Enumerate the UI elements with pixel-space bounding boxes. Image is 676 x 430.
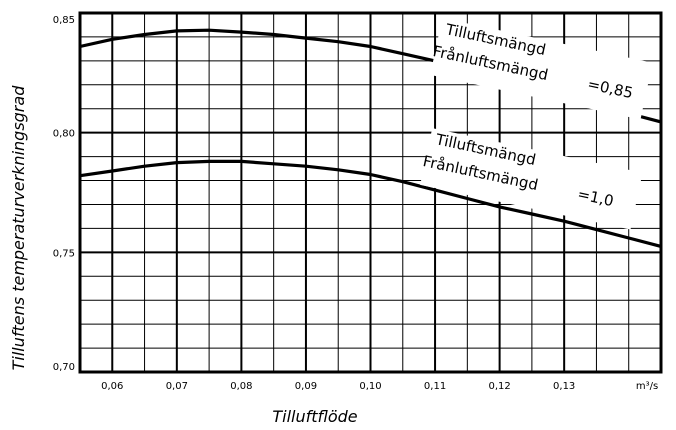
y-axis-title: Tilluftens temperaturverkningsgrad <box>9 85 28 371</box>
x-tick-labels: 0,06 0,07 0,08 0,09 0,10 0,11 0,12 0,13 <box>101 381 575 392</box>
x-tick-label: 0,06 <box>101 381 123 392</box>
x-axis-title: Tilluftflöde <box>272 407 357 426</box>
y-tick-labels: 0,70 0,75 0,80 0,85 <box>53 15 75 373</box>
x-tick-label: 0,07 <box>166 381 188 392</box>
x-tick-label: 0,11 <box>424 381 446 392</box>
x-tick-label: 0,09 <box>295 381 317 392</box>
x-tick-label: 0,08 <box>230 381 252 392</box>
y-tick-label: 0,70 <box>53 362 75 373</box>
x-tick-label: 0,10 <box>359 381 381 392</box>
x-tick-label: 0,12 <box>488 381 510 392</box>
x-unit-label: m³/s <box>636 381 658 392</box>
y-tick-label: 0,80 <box>53 129 75 140</box>
y-tick-label: 0,75 <box>53 248 75 259</box>
series-line-1 <box>79 159 662 248</box>
plot-frame <box>78 11 663 374</box>
ratio-annotation-1-0: Tilluftsmängd Frånluftsmängd =1,0 <box>420 128 643 230</box>
y-tick-label: 0,85 <box>53 15 75 26</box>
ratio-annotation-0-85: Tilluftsmängd Frånluftsmängd =0,85 <box>430 18 653 120</box>
x-tick-label: 0,13 <box>553 381 575 392</box>
